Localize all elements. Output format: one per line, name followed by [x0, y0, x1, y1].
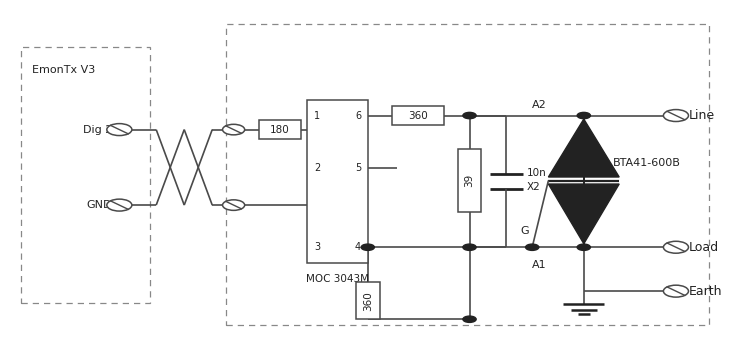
Text: MOC 3043M: MOC 3043M — [306, 274, 369, 284]
Text: Dig 2: Dig 2 — [83, 125, 112, 135]
Text: Load: Load — [689, 241, 719, 254]
Circle shape — [577, 112, 591, 119]
Text: 180: 180 — [270, 125, 290, 135]
Text: A2: A2 — [532, 100, 547, 110]
Text: Earth: Earth — [689, 285, 723, 298]
Circle shape — [525, 244, 539, 250]
Text: 3: 3 — [314, 242, 320, 252]
Circle shape — [107, 124, 132, 136]
Text: 1: 1 — [314, 110, 320, 120]
Bar — [259, 120, 301, 139]
Circle shape — [664, 285, 688, 297]
Circle shape — [664, 110, 688, 121]
Text: 10n: 10n — [527, 167, 547, 178]
Text: 4: 4 — [355, 242, 361, 252]
Bar — [21, 47, 150, 303]
Text: EmonTx V3: EmonTx V3 — [33, 65, 95, 75]
Text: X2: X2 — [527, 182, 541, 192]
Bar — [307, 100, 368, 263]
Text: A1: A1 — [532, 260, 547, 270]
Text: 6: 6 — [355, 110, 361, 120]
Text: 360: 360 — [408, 110, 428, 120]
Text: BTA41-600B: BTA41-600B — [613, 158, 681, 168]
Text: Line: Line — [689, 109, 716, 122]
Bar — [392, 107, 444, 125]
Circle shape — [463, 244, 476, 250]
Text: 2: 2 — [314, 163, 320, 173]
Text: G: G — [520, 227, 529, 236]
Text: 360: 360 — [363, 291, 373, 311]
Bar — [356, 282, 380, 319]
Circle shape — [577, 244, 591, 250]
Circle shape — [664, 241, 688, 253]
Bar — [458, 149, 481, 212]
Circle shape — [107, 199, 132, 211]
Text: 39: 39 — [465, 174, 474, 187]
Text: GND: GND — [87, 200, 112, 210]
Polygon shape — [548, 119, 619, 177]
Circle shape — [361, 244, 374, 250]
Circle shape — [223, 200, 245, 210]
Circle shape — [463, 112, 476, 119]
Polygon shape — [548, 184, 619, 244]
Bar — [226, 24, 709, 325]
Circle shape — [463, 316, 476, 322]
Circle shape — [223, 124, 245, 135]
Text: 5: 5 — [355, 163, 361, 173]
